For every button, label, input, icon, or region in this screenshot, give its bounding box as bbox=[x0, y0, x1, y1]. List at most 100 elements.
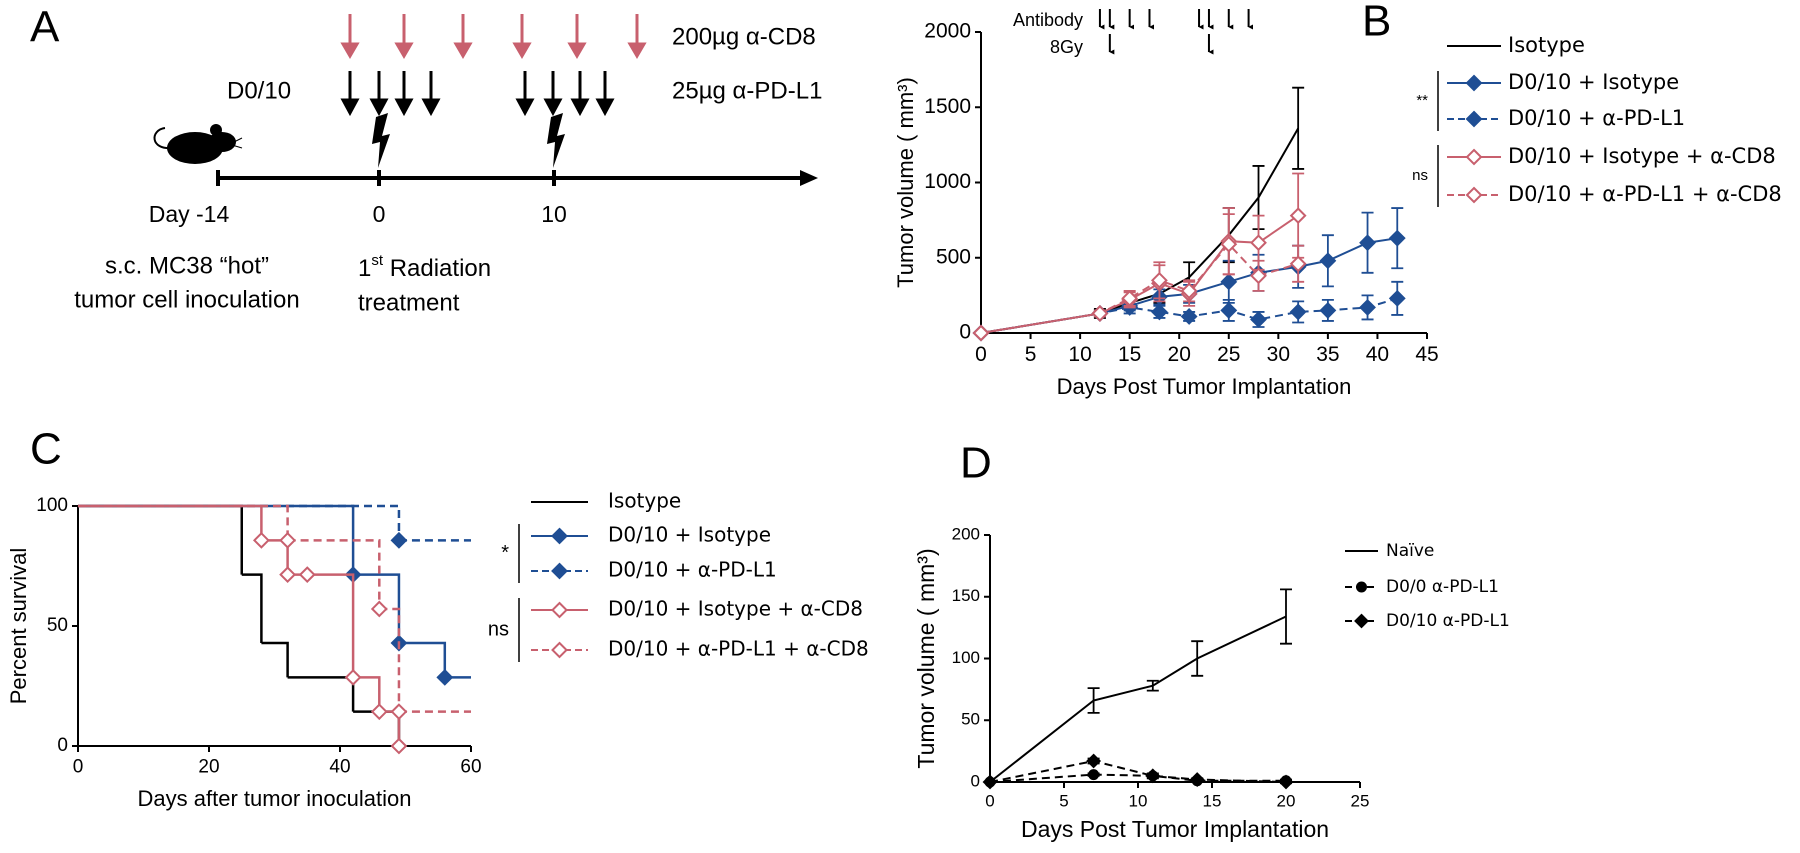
legend-marker bbox=[551, 641, 568, 659]
marker bbox=[279, 566, 297, 584]
significance-label: ** bbox=[1416, 92, 1428, 109]
cd8-label: 200µg α-CD8 bbox=[672, 23, 816, 50]
marker bbox=[1250, 311, 1267, 328]
survival-step bbox=[307, 573, 355, 678]
marker bbox=[1359, 299, 1376, 316]
marker bbox=[436, 668, 454, 686]
x-tick-label: 10 bbox=[1068, 343, 1091, 366]
x-axis-title: Days Post Tumor Implantation bbox=[1021, 816, 1329, 842]
day-label: 0 bbox=[373, 201, 386, 227]
x-tick-label: 15 bbox=[1118, 343, 1141, 366]
legend-marker bbox=[1465, 74, 1483, 92]
marker bbox=[1220, 302, 1238, 319]
arrow-head bbox=[595, 98, 615, 117]
error-bar bbox=[1191, 640, 1204, 677]
arrow-head bbox=[369, 98, 389, 117]
marker bbox=[370, 703, 388, 721]
inoculation-label: tumor cell inoculation bbox=[74, 286, 299, 313]
legend-label: D0/10 + α-PD-L1 + α-CD8 bbox=[1508, 182, 1782, 206]
legend-label: D0/10 + Isotype bbox=[1508, 70, 1679, 94]
legend-marker bbox=[1465, 148, 1483, 166]
survival-step bbox=[241, 573, 263, 644]
survival-step bbox=[398, 641, 447, 678]
marker bbox=[390, 737, 408, 755]
significance-label: * bbox=[501, 542, 509, 564]
survival-step bbox=[353, 710, 401, 746]
chart-panel: C 0 20 40 60 0 50 100 Days after tumor inoculati… bbox=[6, 425, 869, 811]
legend-label: Isotype bbox=[1508, 33, 1585, 57]
inoculation-label: s.c. MC38 “hot” bbox=[105, 252, 269, 279]
y-tick-label: 0 bbox=[57, 735, 68, 756]
x-tick-label: 5 bbox=[1059, 791, 1068, 810]
marker bbox=[1150, 271, 1168, 289]
day-label: 10 bbox=[541, 201, 567, 227]
marker bbox=[1091, 305, 1109, 322]
chart-panel: D 0 5 10 15 20 25 0 50 100 150 200 Days Post Tumor I… bbox=[913, 439, 1510, 842]
x-tick-label: 25 bbox=[1351, 791, 1370, 810]
y-tick-label: 0 bbox=[971, 771, 980, 790]
marker bbox=[1189, 772, 1205, 787]
marker bbox=[1289, 207, 1307, 225]
radiation-bolt bbox=[372, 113, 390, 168]
legend-marker bbox=[551, 601, 568, 619]
marker bbox=[1319, 252, 1337, 270]
x-tick-label: 0 bbox=[73, 756, 84, 777]
series-line bbox=[989, 615, 1287, 783]
y-tick-label: 200 bbox=[952, 524, 980, 543]
series-line bbox=[989, 759, 1287, 783]
x-tick-label: 25 bbox=[1217, 343, 1240, 366]
panel-label: D bbox=[960, 439, 992, 488]
radiation-label: 1st Radiation bbox=[358, 252, 491, 282]
arrow-head bbox=[512, 42, 532, 59]
marker bbox=[344, 668, 362, 686]
cd8-arrows bbox=[340, 14, 647, 59]
arrow-head bbox=[340, 98, 360, 117]
x-tick-label: 10 bbox=[1129, 791, 1148, 810]
pdl1-arrows bbox=[340, 71, 615, 117]
y-tick-label: 50 bbox=[47, 615, 68, 636]
series-line bbox=[989, 773, 1286, 783]
error-bar bbox=[1292, 86, 1305, 170]
marker bbox=[1150, 303, 1168, 321]
y-tick-label: 50 bbox=[961, 710, 980, 729]
significance-label: ns bbox=[488, 618, 509, 640]
legend-label: D0/0 α-PD-L1 bbox=[1386, 577, 1499, 597]
arrow-head bbox=[627, 42, 647, 59]
marker bbox=[1289, 255, 1307, 273]
legend-label: D0/10 + α-PD-L1 + α-CD8 bbox=[608, 637, 869, 661]
panel-a: A bbox=[30, 3, 822, 317]
error-bar bbox=[1087, 687, 1100, 714]
legend-label: D0/10 + Isotype + α-CD8 bbox=[1508, 144, 1776, 168]
radiation-word: Radiation bbox=[383, 255, 491, 282]
radiation-ordinal: 1 bbox=[358, 255, 371, 282]
marker bbox=[1121, 289, 1139, 307]
survival-step bbox=[78, 504, 355, 575]
marker bbox=[1180, 282, 1198, 300]
pdl1-label: 25µg α-PD-L1 bbox=[672, 77, 822, 104]
y-axis-title: Tumor volume ( mm³) bbox=[913, 548, 939, 768]
significance-label: ns bbox=[1412, 167, 1428, 184]
marker bbox=[1388, 289, 1406, 307]
arrow-head bbox=[543, 98, 563, 117]
marker bbox=[298, 566, 316, 584]
legend-label: Isotype bbox=[608, 489, 681, 513]
y-tick-label: 100 bbox=[952, 648, 980, 667]
chart-panel: B 0 5 10 15 20 25 30 35 40 45 0 500 1000 1500 2000 Days … bbox=[893, 0, 1782, 399]
panel-label: A bbox=[30, 3, 60, 52]
x-axis-title: Days Post Tumor Implantation bbox=[1057, 374, 1352, 399]
y-tick-label: 500 bbox=[936, 245, 971, 268]
marker bbox=[390, 703, 408, 721]
y-axis-title: Percent survival bbox=[6, 548, 31, 705]
x-tick-label: 5 bbox=[1025, 343, 1037, 366]
panel-label: B bbox=[1362, 0, 1391, 46]
x-axis-title: Days after tumor inoculation bbox=[138, 786, 412, 811]
survival-step bbox=[78, 504, 401, 541]
marker bbox=[370, 600, 388, 618]
y-tick-label: 1500 bbox=[924, 95, 971, 118]
legend-marker bbox=[551, 527, 568, 545]
marker bbox=[1319, 302, 1337, 319]
legend-label: D0/10 + Isotype bbox=[608, 523, 771, 547]
legend-marker bbox=[1354, 613, 1369, 629]
marker bbox=[1086, 753, 1102, 769]
